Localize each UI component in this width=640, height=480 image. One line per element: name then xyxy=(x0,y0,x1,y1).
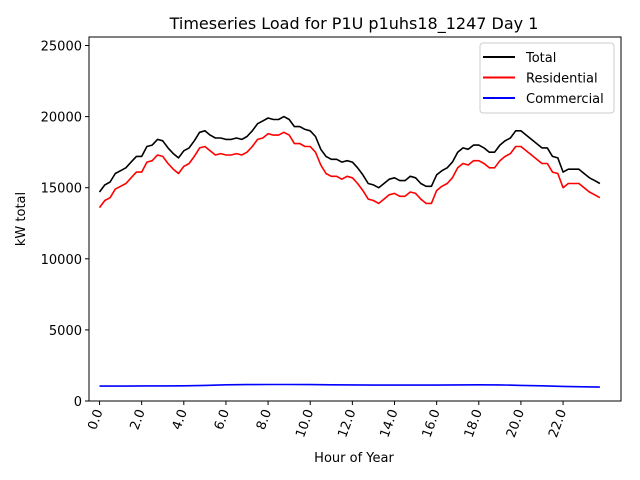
y-tick-label: 20000 xyxy=(41,111,82,126)
y-tick-label: 10000 xyxy=(41,253,82,268)
legend-label-residential: Residential xyxy=(526,72,598,87)
x-tick-label: 6.0 xyxy=(212,407,233,432)
y-tick-label: 0 xyxy=(74,395,82,410)
x-axis-label: Hour of Year xyxy=(314,451,394,466)
series-line-residential xyxy=(98,131,601,209)
x-tick-label: 4.0 xyxy=(170,407,191,432)
series-line-total xyxy=(98,115,601,193)
legend: Total Residential Commercial xyxy=(479,42,615,114)
x-tick-label: 0.0 xyxy=(85,407,106,432)
legend-label-commercial: Commercial xyxy=(526,92,604,107)
plot-frame xyxy=(88,36,622,402)
series-line-commercial xyxy=(99,383,600,388)
y-axis-label: kW total xyxy=(14,192,29,246)
legend-label-total: Total xyxy=(525,51,556,66)
x-tick-label: 8.0 xyxy=(254,407,275,432)
x-axis: 0.0 2.0 4.0 6.0 8.0 10.0 12.0 14.0 16.0 18.0 20.0 2… xyxy=(85,401,570,440)
legend-box xyxy=(479,42,615,114)
y-tick-label: 5000 xyxy=(49,324,82,339)
y-tick-label: 25000 xyxy=(41,40,82,55)
chart-title: Timeseries Load for P1U p1uhs18_1247 Day… xyxy=(169,14,539,34)
series-layer xyxy=(98,115,601,388)
y-tick-label: 15000 xyxy=(41,182,82,197)
y-axis: 0 5000 10000 15000 20000 25000 xyxy=(41,40,89,410)
x-tick-label: 2.0 xyxy=(128,407,149,432)
